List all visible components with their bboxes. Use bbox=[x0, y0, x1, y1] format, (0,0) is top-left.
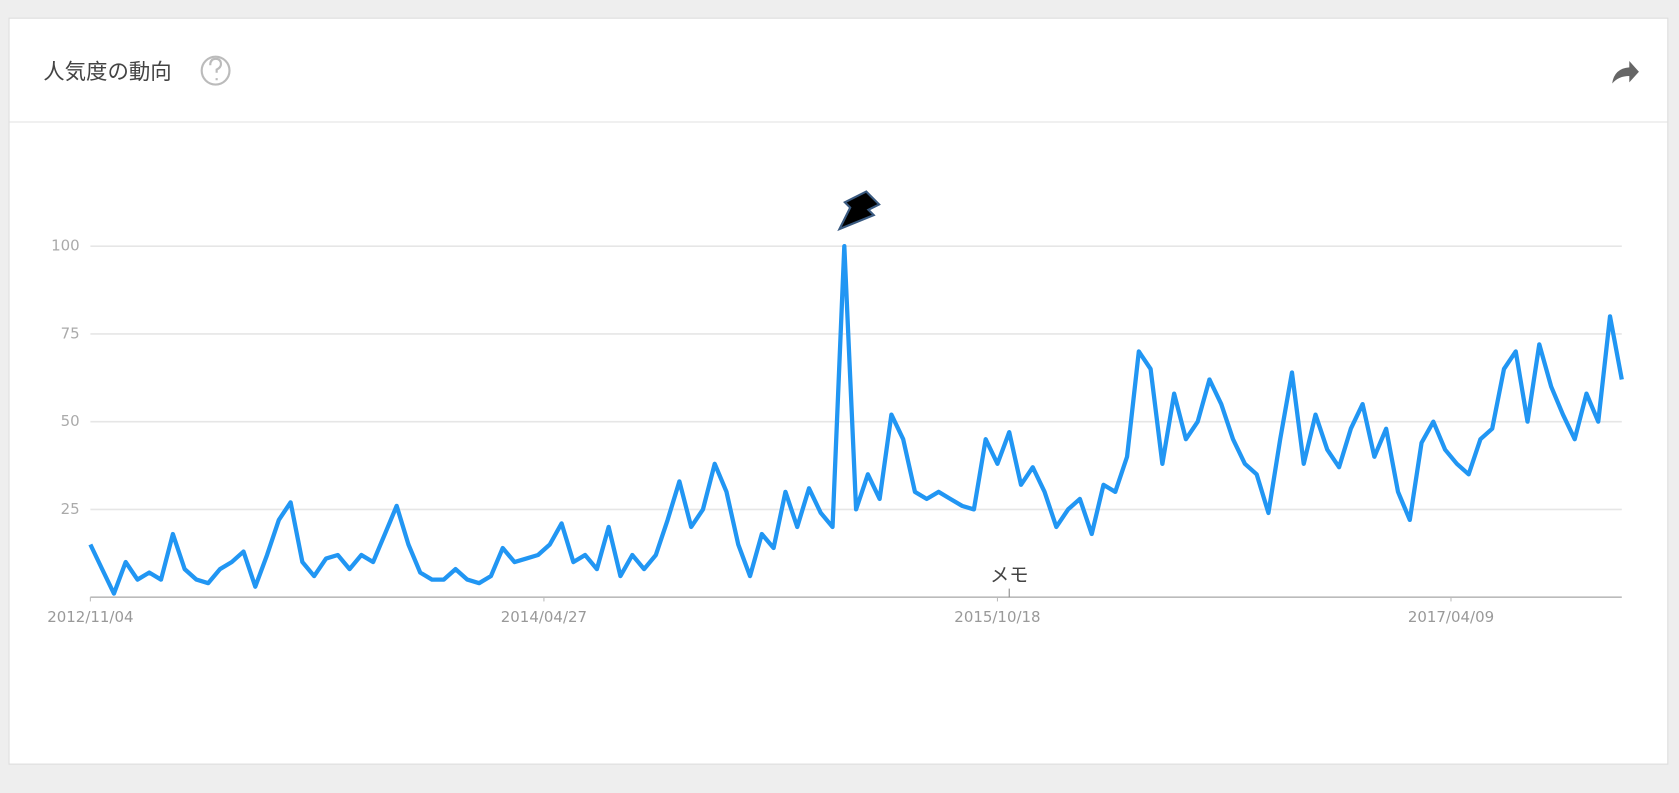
x-tick-label: 2017/04/09 bbox=[1408, 608, 1494, 626]
y-tick-label: 100 bbox=[51, 237, 80, 255]
y-tick-label: 75 bbox=[61, 324, 80, 342]
share-icon[interactable] bbox=[1612, 61, 1639, 84]
x-tick-label: 2014/04/27 bbox=[501, 608, 587, 626]
annotation-text: メモ bbox=[990, 563, 1028, 586]
help-icon[interactable] bbox=[200, 55, 231, 86]
arrow-callout bbox=[837, 190, 881, 232]
trend-line bbox=[88, 244, 1624, 596]
y-tick-label: 25 bbox=[61, 500, 80, 518]
x-tick-label: 2012/11/04 bbox=[47, 608, 133, 626]
x-tick-label: 2015/10/18 bbox=[954, 608, 1040, 626]
card-title: 人気度の動向 bbox=[43, 60, 171, 85]
y-tick-label: 50 bbox=[61, 412, 80, 430]
